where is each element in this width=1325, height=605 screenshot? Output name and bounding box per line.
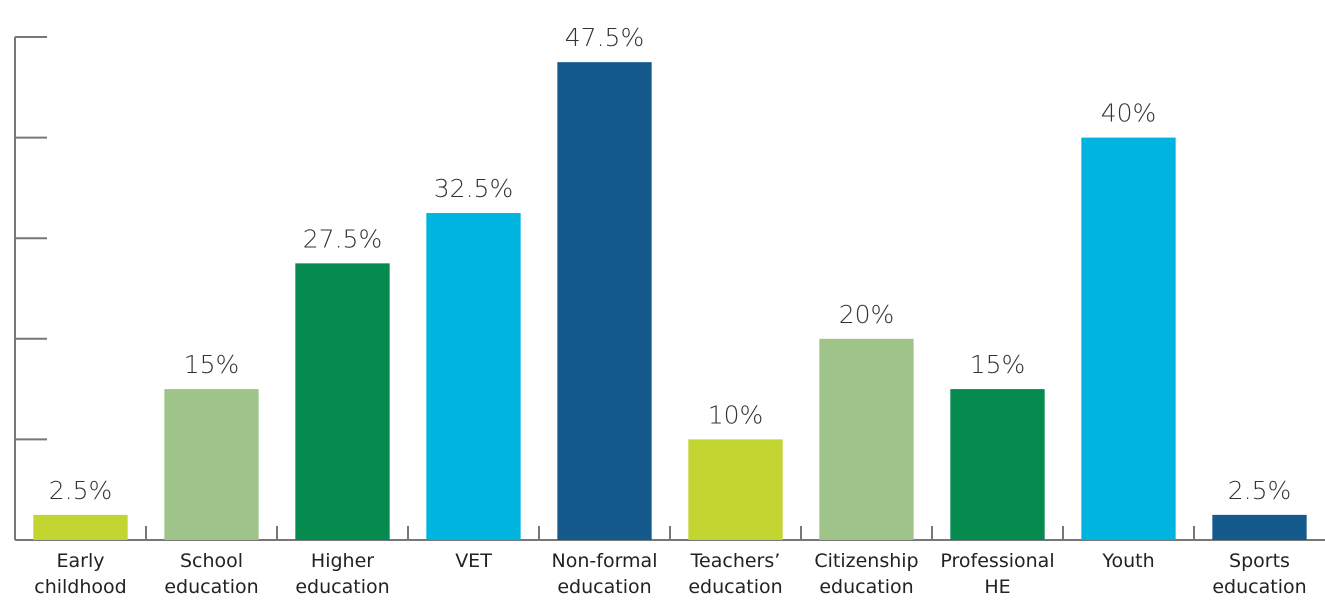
value-label: 2.5% [1228, 476, 1292, 505]
value-label: 32.5% [434, 174, 513, 203]
value-label: 40% [1101, 99, 1157, 128]
x-tick-label: School education [164, 550, 259, 598]
x-tick-label: Sports education [1212, 550, 1307, 598]
x-tick-label: Youth [1102, 550, 1155, 572]
x-tick-label: Non-formal education [551, 550, 658, 598]
x-tick-label: Early childhood [34, 550, 127, 598]
value-label: 47.5% [565, 23, 644, 52]
bar [1212, 514, 1307, 540]
value-label: 15% [184, 350, 240, 379]
x-tick-label: Citizenship education [814, 550, 919, 598]
value-label: 27.5% [303, 224, 382, 253]
bar [819, 338, 914, 540]
bar [426, 213, 521, 541]
x-tick-label: Professional HE [940, 550, 1055, 598]
bar [1081, 137, 1176, 540]
value-label: 15% [970, 350, 1026, 379]
bar [164, 389, 259, 540]
value-label: 20% [839, 300, 895, 329]
value-label: 2.5% [49, 476, 113, 505]
x-tick-label: Higher education [295, 550, 390, 598]
bar [950, 389, 1045, 540]
bar [295, 263, 390, 540]
bar [688, 439, 783, 540]
value-label: 10% [708, 400, 764, 429]
x-tick-label: VET [455, 550, 492, 572]
x-tick-label: Teachers’ education [688, 550, 783, 598]
bar [557, 62, 652, 541]
bar [33, 514, 128, 540]
